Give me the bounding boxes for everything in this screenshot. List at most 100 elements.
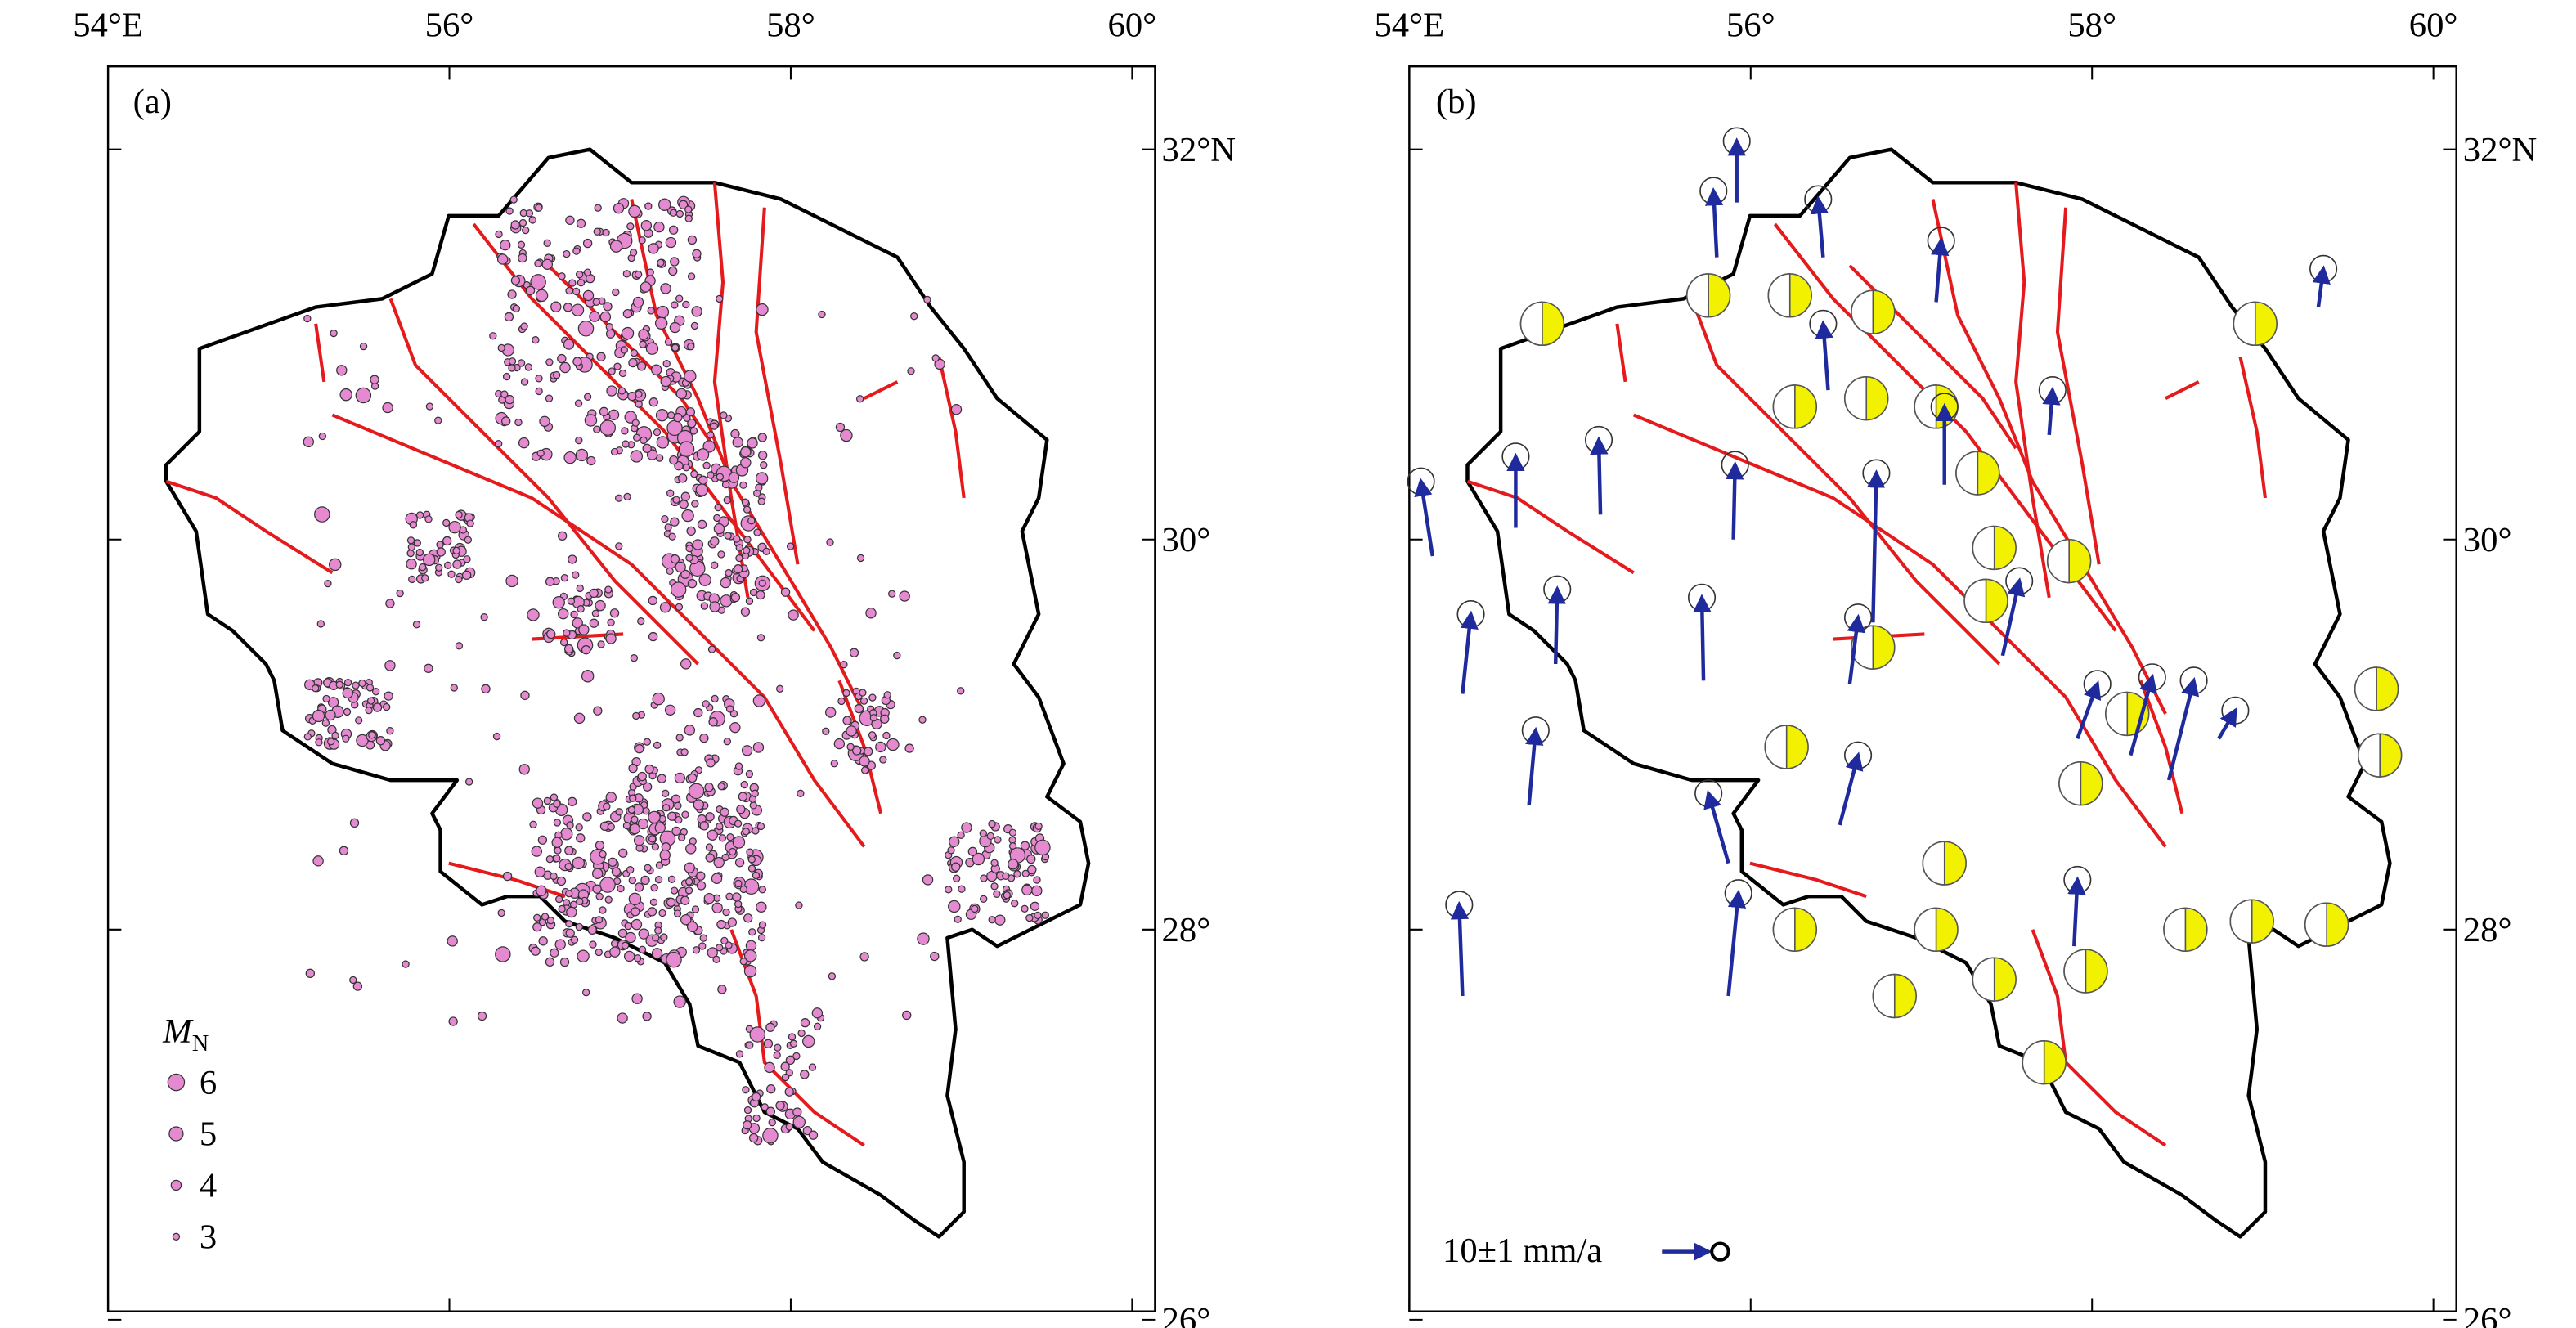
earthquake (931, 354, 940, 362)
earthquake (497, 343, 505, 352)
earthquake (715, 944, 724, 952)
earthquake (668, 266, 678, 276)
lon-tick-label: 60° (1108, 7, 1157, 45)
earthquake (384, 660, 396, 671)
earthquake (670, 554, 680, 564)
earthquake (789, 1039, 798, 1048)
earthquake (657, 774, 666, 783)
earthquake (413, 539, 421, 547)
earthquake (691, 306, 702, 317)
earthquake (627, 805, 636, 814)
earthquake (342, 687, 353, 699)
earthquake (986, 832, 994, 841)
earthquake (539, 415, 550, 428)
earthquake (631, 419, 640, 427)
gps-vector (1590, 436, 1609, 515)
earthquake (314, 506, 330, 523)
earthquake (707, 431, 715, 439)
earthquake (859, 756, 870, 767)
earthquake (631, 815, 639, 823)
earthquake (527, 608, 540, 621)
gps-vector (2042, 386, 2061, 436)
earthquake (710, 561, 719, 569)
earthquake (632, 433, 641, 442)
earthquake (726, 832, 734, 841)
earthquake (725, 941, 733, 949)
earthquake (1002, 872, 1010, 880)
earthquake (740, 780, 748, 789)
earthquake (605, 329, 616, 339)
earthquake (702, 461, 711, 469)
earthquake (603, 802, 611, 810)
earthquake (630, 653, 639, 662)
earthquake (784, 1087, 794, 1097)
focal-mechanism (1872, 973, 1896, 1019)
earthquake (563, 644, 574, 654)
earthquake (689, 427, 698, 435)
earthquake (743, 964, 757, 978)
earthquake (565, 890, 573, 898)
earthquake (658, 909, 666, 917)
focal-mechanism (2354, 666, 2377, 711)
legend-label: 6 (200, 1064, 217, 1102)
earthquake (833, 738, 846, 750)
earthquake (682, 300, 690, 309)
earthquake (666, 897, 676, 908)
earthquake (758, 921, 767, 929)
earthquake (630, 450, 644, 463)
earthquake (599, 906, 607, 914)
earthquake (660, 933, 668, 941)
earthquake (958, 885, 966, 893)
earthquake (557, 531, 568, 541)
earthquake (690, 470, 698, 478)
earthquake (776, 684, 784, 693)
scale-circle (1710, 1241, 1730, 1262)
earthquake (747, 855, 756, 864)
earthquake (502, 871, 513, 882)
earthquake (695, 483, 709, 496)
earthquake (496, 253, 509, 265)
earthquake (492, 732, 501, 741)
earthquake (763, 1039, 774, 1048)
earthquake (930, 951, 940, 962)
earthquake (755, 483, 763, 491)
earthquake (684, 862, 695, 873)
earthquake (665, 236, 677, 249)
earthquake (634, 882, 644, 892)
earthquake (670, 517, 680, 527)
earthquake (572, 571, 580, 579)
earthquake (552, 595, 565, 609)
lon-tick-label: 56° (425, 7, 474, 45)
earthquake (349, 976, 357, 985)
earthquake (620, 346, 629, 354)
earthquake (752, 742, 765, 753)
earthquake (543, 796, 551, 805)
earthquake (425, 402, 434, 411)
earthquake (716, 919, 726, 930)
earthquake (948, 900, 961, 913)
earthquake (481, 684, 491, 694)
earthquake (558, 904, 566, 913)
earthquake (1021, 884, 1033, 896)
panel-frame (106, 65, 1156, 1312)
earthquake (642, 1012, 652, 1021)
earthquake (720, 807, 729, 817)
earthquake (745, 597, 754, 605)
earthquake (536, 885, 547, 896)
earthquake (673, 995, 686, 1008)
earthquake (822, 727, 830, 735)
earthquake (792, 1107, 802, 1117)
earthquake (1011, 900, 1019, 908)
earthquake (855, 395, 864, 403)
earthquake (477, 1011, 487, 1021)
earthquake (745, 769, 754, 778)
earthquake (902, 1010, 912, 1021)
earthquake (685, 843, 697, 855)
focal-mechanism (1843, 375, 1868, 421)
earthquake (714, 503, 722, 512)
earthquake (749, 1026, 765, 1043)
earthquake (1021, 869, 1030, 877)
earthquake (528, 216, 536, 224)
earthquake (865, 608, 877, 619)
earthquake (691, 500, 699, 508)
